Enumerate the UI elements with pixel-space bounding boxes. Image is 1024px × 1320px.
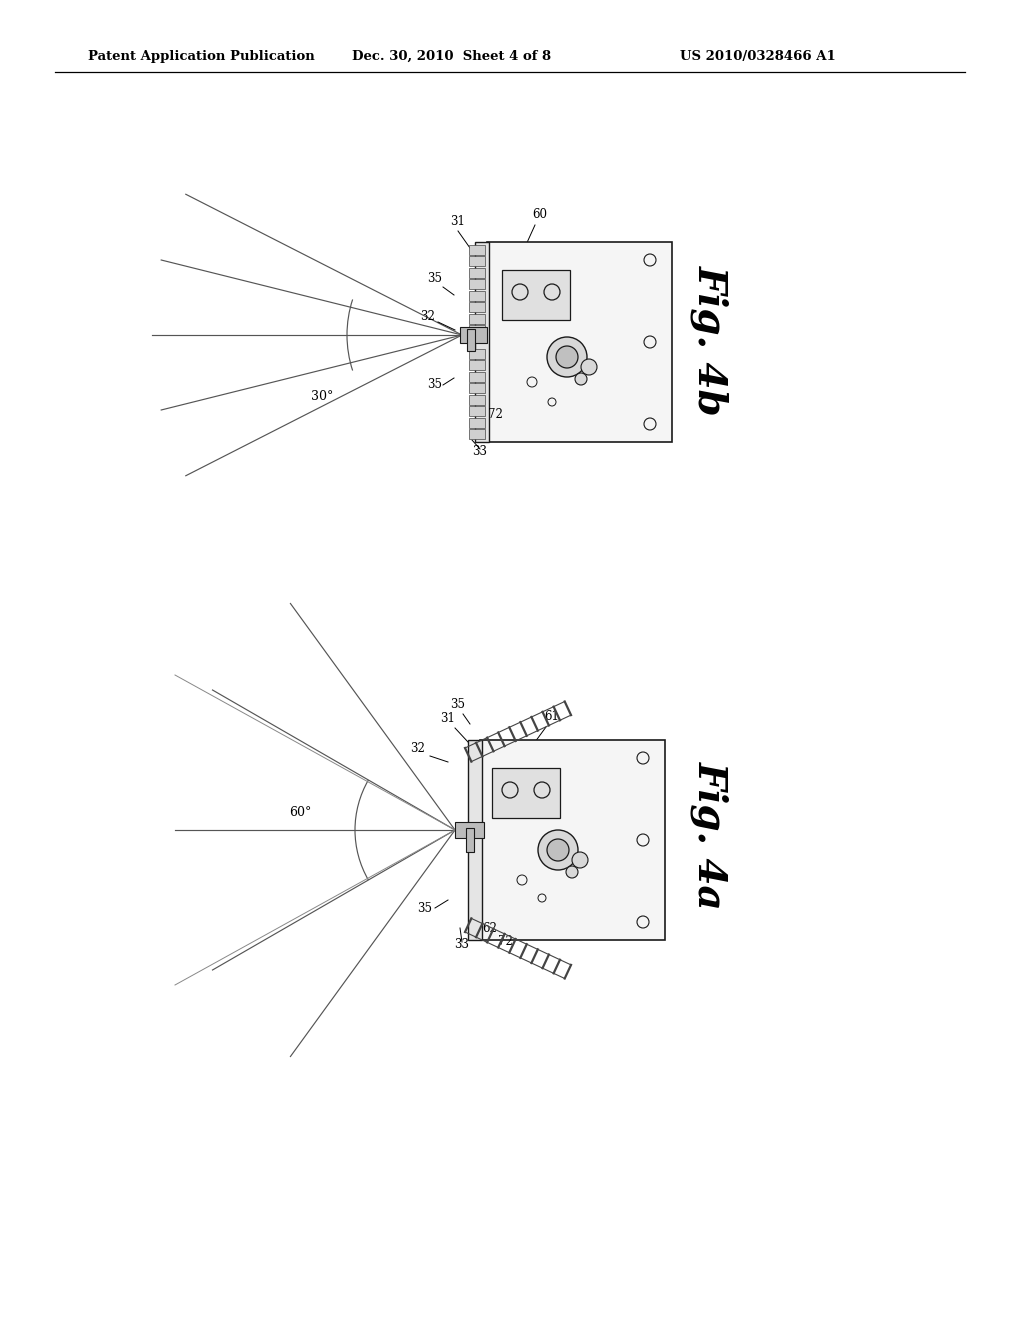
Text: 62: 62	[482, 921, 498, 935]
Circle shape	[547, 840, 569, 861]
Circle shape	[556, 346, 578, 368]
Text: 72: 72	[487, 408, 503, 421]
Bar	[492, 768, 560, 818]
Bar	[469, 360, 485, 370]
Text: 62: 62	[560, 345, 575, 358]
Text: 32: 32	[421, 310, 435, 323]
Bar	[455, 822, 484, 838]
Circle shape	[581, 359, 597, 375]
Circle shape	[644, 418, 656, 430]
Circle shape	[527, 378, 537, 387]
Circle shape	[502, 781, 518, 799]
Circle shape	[575, 374, 587, 385]
Circle shape	[637, 916, 649, 928]
Circle shape	[512, 284, 528, 300]
Text: 33: 33	[472, 445, 487, 458]
Bar	[469, 314, 485, 323]
Bar	[469, 302, 485, 312]
Text: 60: 60	[532, 209, 548, 220]
Text: 60°: 60°	[289, 805, 311, 818]
Bar	[469, 290, 485, 301]
Text: 35: 35	[418, 902, 432, 915]
Text: 31: 31	[440, 711, 456, 725]
Text: 35: 35	[427, 272, 442, 285]
Text: 35: 35	[451, 698, 466, 711]
Text: Fig. 4b: Fig. 4b	[691, 265, 729, 416]
Text: 30°: 30°	[311, 391, 333, 404]
Bar	[502, 271, 570, 319]
Circle shape	[548, 399, 556, 407]
Circle shape	[538, 830, 578, 870]
Circle shape	[637, 752, 649, 764]
Bar	[469, 429, 485, 440]
Bar	[466, 828, 474, 851]
Circle shape	[547, 337, 587, 378]
Circle shape	[644, 337, 656, 348]
Text: Patent Application Publication: Patent Application Publication	[88, 50, 314, 63]
Text: 31: 31	[451, 215, 466, 228]
Bar	[469, 383, 485, 393]
Text: 35: 35	[427, 378, 442, 391]
Bar	[469, 407, 485, 416]
Text: 72: 72	[498, 935, 512, 948]
Text: 33: 33	[455, 939, 469, 950]
Bar	[469, 279, 485, 289]
Bar	[480, 741, 665, 940]
Bar	[469, 371, 485, 381]
Circle shape	[538, 894, 546, 902]
Circle shape	[644, 253, 656, 267]
Bar	[467, 329, 475, 351]
Bar	[460, 327, 487, 343]
Bar	[469, 244, 485, 255]
Bar	[487, 242, 672, 442]
Bar	[475, 242, 489, 442]
Text: Fig. 4a: Fig. 4a	[691, 760, 729, 909]
Bar	[469, 395, 485, 404]
Bar	[468, 741, 482, 940]
Circle shape	[544, 284, 560, 300]
Circle shape	[572, 851, 588, 869]
Circle shape	[566, 866, 578, 878]
Circle shape	[534, 781, 550, 799]
Text: 61: 61	[545, 710, 559, 723]
Text: US 2010/0328466 A1: US 2010/0328466 A1	[680, 50, 836, 63]
Bar	[469, 268, 485, 277]
Bar	[469, 325, 485, 335]
Bar	[469, 348, 485, 359]
Circle shape	[517, 875, 527, 884]
Circle shape	[637, 834, 649, 846]
Bar	[469, 256, 485, 267]
Text: 32: 32	[411, 742, 425, 755]
Text: Dec. 30, 2010  Sheet 4 of 8: Dec. 30, 2010 Sheet 4 of 8	[352, 50, 551, 63]
Bar	[469, 417, 485, 428]
